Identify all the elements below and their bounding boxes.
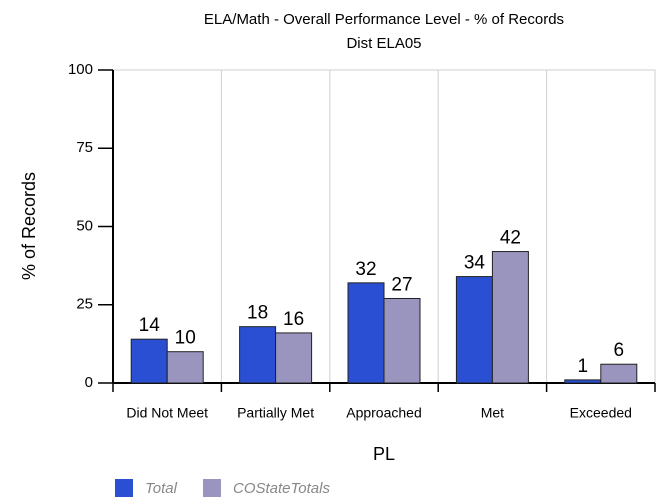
x-tick-label: Approached (346, 405, 422, 421)
bar (275, 332, 313, 384)
y-tick-label: 50 (76, 217, 93, 234)
data-label: 18 (247, 303, 268, 324)
y-axis-label: % of Records (19, 172, 39, 280)
x-tick-label: Met (481, 405, 504, 421)
x-tick-label: Partially Met (237, 405, 314, 421)
y-tick-label: 100 (68, 61, 93, 78)
x-tick-label: Exceeded (570, 405, 632, 421)
chart-title: ELA/Math - Overall Performance Level - %… (204, 11, 564, 28)
y-tick-label: 75 (76, 139, 93, 156)
bar (130, 338, 168, 384)
bar (166, 351, 204, 384)
data-label: 42 (500, 228, 521, 249)
legend-swatch (115, 479, 133, 497)
y-tick-label: 25 (76, 296, 93, 313)
data-label: 10 (175, 328, 196, 349)
data-label: 32 (355, 259, 376, 280)
data-label: 6 (614, 340, 625, 361)
legend-swatch (202, 479, 221, 497)
data-label: 34 (464, 253, 486, 274)
legend-label: COStateTotals (233, 480, 330, 497)
data-label: 14 (139, 315, 161, 336)
x-tick-label: Did Not Meet (126, 405, 208, 421)
data-label: 27 (391, 275, 412, 296)
legend-label: Total (145, 480, 178, 497)
bar (347, 282, 385, 384)
bar (383, 297, 421, 384)
bar (455, 276, 493, 384)
bar (564, 379, 602, 384)
bar (491, 251, 529, 384)
data-label: 1 (578, 356, 589, 377)
x-axis-label: PL (373, 444, 395, 464)
data-label: 16 (283, 309, 304, 330)
chart-subtitle: Dist ELA05 (346, 35, 421, 52)
bar (239, 326, 277, 384)
y-tick-label: 0 (85, 374, 93, 391)
bar (600, 363, 638, 384)
